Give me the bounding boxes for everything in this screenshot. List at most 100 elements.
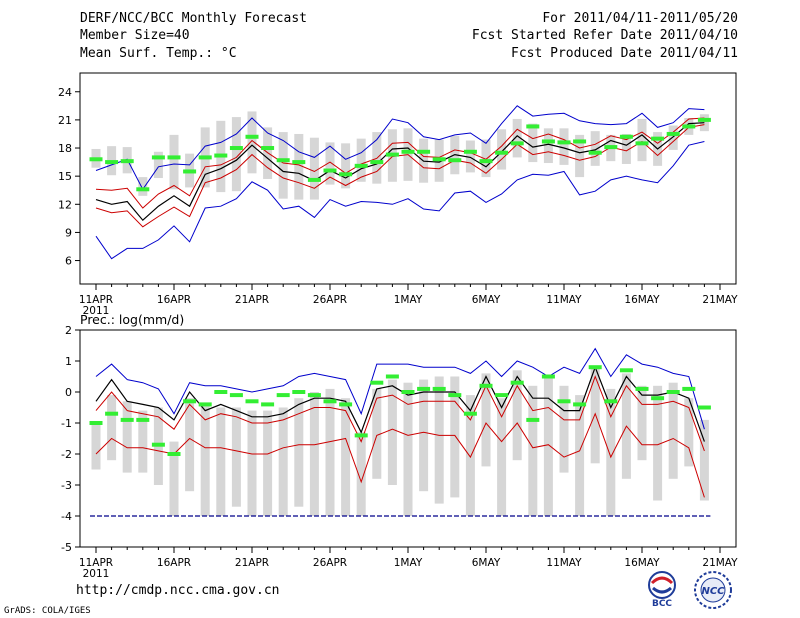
precip-climatology-mark	[697, 405, 711, 410]
precip-member-bar	[247, 410, 257, 516]
temp-member-bar	[231, 117, 241, 192]
precip-y-tick-label: -3	[61, 479, 72, 492]
temp-climatology-mark	[697, 117, 711, 122]
temp-member-bar	[309, 137, 319, 200]
temp-x-year-label: 2011	[83, 305, 110, 317]
temp-climatology-mark	[245, 134, 259, 139]
temp-upper-line	[95, 117, 705, 209]
precip-member-bar	[606, 388, 616, 516]
precip-member-bar	[341, 398, 351, 516]
temp-climatology-mark	[120, 159, 134, 164]
precip-climatology-mark	[167, 452, 181, 456]
precip-upper-line	[95, 375, 705, 452]
temp-climatology-mark	[354, 163, 368, 168]
precip-climatology-mark	[370, 380, 384, 385]
precip-member-bar	[684, 398, 694, 467]
precip-climatology-mark	[354, 433, 368, 438]
precip-member-bar	[91, 423, 101, 470]
precip-climatology-mark	[401, 390, 415, 394]
precip-climatology-mark	[463, 411, 477, 416]
precip-member-bar	[637, 385, 647, 461]
grads-credit: GrADS: COLA/IGES	[4, 606, 91, 616]
precip-member-bar	[294, 398, 304, 507]
forecast-period: For 2011/04/11-2011/05/20	[542, 11, 738, 26]
temp-climatology-mark	[417, 149, 431, 154]
precip-y-tick-label: 1	[65, 355, 72, 368]
precip-y-tick-label: 0	[65, 386, 72, 399]
precip-member-bar	[668, 382, 678, 479]
temp-climatology-mark	[588, 150, 602, 155]
temp-y-tick-label: 18	[58, 142, 72, 155]
precip-member-bar	[481, 373, 491, 467]
precip-member-bar	[559, 385, 569, 473]
temp-climatology-mark	[479, 159, 493, 164]
temp-climatology-mark	[682, 124, 696, 129]
temp-mean-line	[95, 122, 705, 222]
temp-member-bar	[575, 134, 585, 178]
temp-climatology-mark	[541, 139, 555, 144]
precip-lower-line	[95, 412, 705, 498]
temp-member-bar	[528, 123, 538, 163]
temp-y-tick-label: 9	[65, 226, 72, 239]
temp-climatology-mark	[136, 187, 150, 192]
precip-climatology-mark	[214, 390, 228, 394]
precip-member-bar	[450, 376, 460, 498]
temp-climatology-mark	[463, 149, 477, 154]
temp-climatology-mark	[432, 157, 446, 162]
precip-member-bar	[512, 370, 522, 461]
temp-climatology-mark	[385, 152, 399, 157]
source-url[interactable]: http://cmdp.ncc.cma.gov.cn	[76, 583, 280, 598]
temp-x-tick-label: 21MAY	[702, 294, 738, 306]
precip-climatology-mark	[261, 402, 275, 407]
precip-climatology-mark	[651, 396, 665, 401]
precip-climatology-mark	[292, 390, 306, 394]
temp-x-tick-label: 11APR	[79, 294, 113, 306]
precip-x-tick-label: 1MAY	[394, 557, 423, 569]
precip-climatology-mark	[541, 374, 555, 379]
precip-member-bar	[309, 392, 319, 516]
member-size: Member Size=40	[80, 28, 190, 43]
precip-member-bar	[372, 388, 382, 479]
temp-climatology-mark	[526, 124, 540, 129]
precip-climatology-mark	[448, 393, 462, 398]
temp-member-bar	[497, 129, 507, 170]
precip-climatology-mark	[573, 402, 587, 407]
temp-member-bar	[247, 111, 257, 174]
precip-climatology-mark	[105, 411, 119, 416]
temp-y-tick-label: 21	[58, 114, 72, 127]
temp-climatology-mark	[666, 131, 680, 136]
precip-member-bar	[403, 382, 413, 516]
bcc-logo: BCC	[648, 571, 676, 608]
temp-member-bar	[465, 140, 475, 173]
forecast-started-date: Fcst Started Refer Date 2011/04/10	[471, 28, 738, 43]
temp-max-line	[95, 105, 705, 191]
temp-x-tick-label: 16APR	[157, 294, 191, 306]
temp-member-bar	[668, 125, 678, 150]
temp-lower-line	[95, 124, 705, 228]
precip-y-tick-label: -2	[61, 448, 72, 461]
temp-x-tick-label: 6MAY	[472, 294, 501, 306]
ncc-logo: NCC	[694, 571, 732, 609]
precip-member-bar	[497, 398, 507, 516]
precip-member-bar	[590, 367, 600, 464]
temp-climatology-mark	[635, 141, 649, 146]
temp-member-bar	[356, 138, 366, 182]
precip-climatology-mark	[666, 390, 680, 394]
temp-member-bar	[294, 133, 304, 200]
precip-climatology-mark	[417, 386, 431, 391]
precip-climatology-mark	[526, 417, 540, 422]
temp-climatology-mark	[307, 177, 321, 182]
precip-y-tick-label: -5	[61, 541, 72, 554]
temp-climatology-mark	[510, 141, 524, 146]
precip-member-bar	[200, 404, 210, 516]
precip-climatology-mark	[245, 399, 259, 404]
temp-climatology-mark	[89, 157, 103, 162]
precip-climatology-mark	[557, 399, 571, 404]
precip-climatology-mark	[276, 393, 290, 398]
precip-x-tick-label: 11MAY	[546, 557, 582, 569]
temp-climatology-mark	[401, 149, 415, 154]
precip-x-tick-label: 21APR	[235, 557, 269, 569]
temp-y-tick-label: 15	[58, 170, 72, 183]
precip-climatology-mark	[229, 393, 243, 398]
